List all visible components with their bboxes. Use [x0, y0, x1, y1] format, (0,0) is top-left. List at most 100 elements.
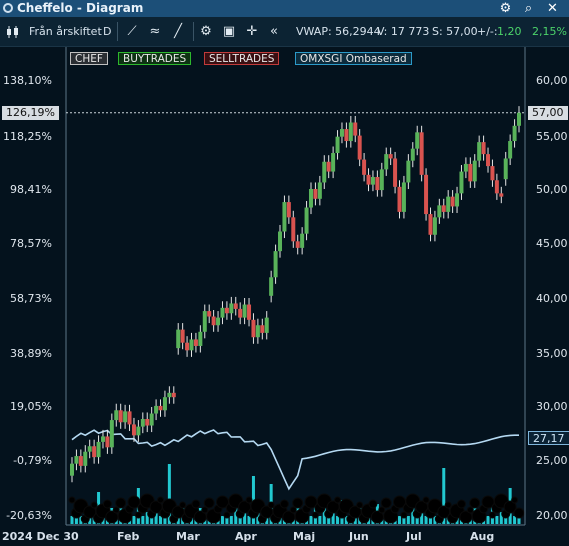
- left-axis-label: -0,79%: [13, 454, 52, 467]
- candle-down: [362, 159, 367, 175]
- volume-bar: [504, 516, 508, 524]
- volume-bar: [70, 516, 74, 524]
- candle-down: [145, 418, 150, 426]
- title-bar: Cheffelo - Diagram ⚙ ⌕ ✕: [0, 0, 569, 17]
- left-axis-label: 19,05%: [10, 400, 52, 413]
- change-percent: 2,15%: [532, 25, 567, 38]
- candlestick-type-icon[interactable]: [5, 24, 21, 40]
- volume-bar: [420, 512, 424, 524]
- candle-up: [154, 405, 159, 414]
- right-axis-label: 30,00: [536, 400, 568, 413]
- candle-up: [136, 426, 141, 436]
- volume-bar: [150, 516, 154, 524]
- candle-up: [229, 303, 234, 314]
- candle-down: [481, 142, 486, 155]
- trade-dot: [368, 499, 378, 509]
- candle-up: [512, 125, 517, 142]
- window-title: Cheffelo - Diagram: [17, 1, 144, 15]
- trade-dot: [378, 506, 386, 514]
- trade-dot: [191, 499, 201, 509]
- compare-icon[interactable]: ≈: [149, 24, 161, 39]
- candle-down: [357, 135, 362, 160]
- candle-down: [224, 307, 229, 314]
- candle-down: [486, 154, 491, 167]
- left-axis-label: 78,57%: [10, 237, 52, 250]
- candle-down: [247, 304, 252, 320]
- last-price-readout: S: 57,00: [432, 25, 478, 38]
- candle-up: [335, 136, 340, 154]
- trade-dot: [456, 499, 466, 509]
- candle-down: [105, 436, 110, 448]
- close-icon[interactable]: ✕: [547, 1, 558, 16]
- legend-tag-selltrades[interactable]: SELLTRADES: [204, 52, 280, 65]
- legend-tag-chef[interactable]: CHEF: [70, 52, 108, 65]
- trade-dot: [157, 496, 165, 504]
- legend-tag-buytrades[interactable]: BUYTRADES: [118, 52, 192, 65]
- volume-bar: [234, 508, 238, 524]
- volume-bar: [486, 516, 490, 524]
- interval-select[interactable]: D: [103, 25, 112, 38]
- crosshair-icon[interactable]: ✛: [246, 24, 258, 39]
- candle-down: [326, 161, 331, 172]
- candle-up: [87, 446, 92, 452]
- candle-down: [428, 214, 433, 235]
- volume-bar: [433, 516, 437, 524]
- volume-bar: [424, 516, 428, 524]
- collapse-icon[interactable]: «: [270, 24, 278, 39]
- candle-up: [189, 339, 194, 351]
- candle-up: [508, 141, 513, 159]
- candle-up: [322, 161, 327, 183]
- candle-up: [149, 413, 154, 426]
- left-axis-label: 58,73%: [10, 292, 52, 305]
- copy-icon[interactable]: ▣: [222, 24, 236, 39]
- legend-tag-omxsgi-ombaserad[interactable]: OMXSGI Ombaserad: [295, 52, 412, 65]
- trade-dot: [90, 501, 98, 509]
- search-icon[interactable]: ⌕: [524, 1, 533, 16]
- candle-up: [220, 307, 225, 318]
- candle-down: [393, 158, 398, 187]
- candle-up: [459, 171, 464, 194]
- candle-down: [233, 303, 238, 309]
- volume-bar: [353, 516, 357, 524]
- volume-bar: [495, 516, 499, 524]
- trade-dot: [511, 496, 519, 504]
- candle-up: [477, 142, 482, 161]
- candle-up: [273, 251, 278, 278]
- chart-area[interactable]: [0, 47, 569, 546]
- volume-bar: [176, 516, 180, 524]
- candle-down: [286, 202, 291, 218]
- candle-up: [370, 177, 375, 185]
- candle-up: [123, 411, 128, 423]
- vwap-readout: VWAP: 56,2944: [296, 25, 381, 38]
- chart-settings-icon[interactable]: ⚙: [200, 24, 212, 39]
- candle-down: [92, 446, 97, 458]
- volume-bar: [322, 508, 326, 524]
- volume-bar: [243, 512, 247, 524]
- volume-bar: [132, 516, 136, 524]
- candle-up: [401, 182, 406, 212]
- candle-down: [295, 241, 300, 248]
- period-select[interactable]: Från årskiftet: [29, 25, 102, 38]
- volume-bar: [141, 516, 145, 524]
- trade-dot: [203, 497, 215, 509]
- trade-dot: [334, 496, 342, 504]
- candle-down: [344, 129, 349, 142]
- volume-bar: [442, 468, 446, 524]
- trade-dot: [311, 511, 319, 519]
- trade-dot: [134, 511, 142, 519]
- candle-up: [317, 182, 322, 199]
- candle-up: [176, 329, 181, 349]
- volume-bar: [79, 516, 83, 524]
- x-axis-label: Jul: [406, 530, 422, 543]
- volume-bar: [167, 464, 171, 524]
- volume-readout: V: 17 773: [377, 25, 430, 38]
- trade-dot: [201, 506, 209, 514]
- draw-line-icon[interactable]: ╱: [174, 24, 182, 39]
- candle-down: [468, 163, 473, 182]
- settings-gear-icon[interactable]: ⚙: [499, 1, 512, 16]
- index-line: [71, 429, 519, 491]
- volume-bar: [229, 516, 233, 524]
- candle-down: [499, 193, 504, 197]
- volume-bar: [247, 516, 251, 524]
- indicator-icon[interactable]: ⟋: [127, 24, 137, 39]
